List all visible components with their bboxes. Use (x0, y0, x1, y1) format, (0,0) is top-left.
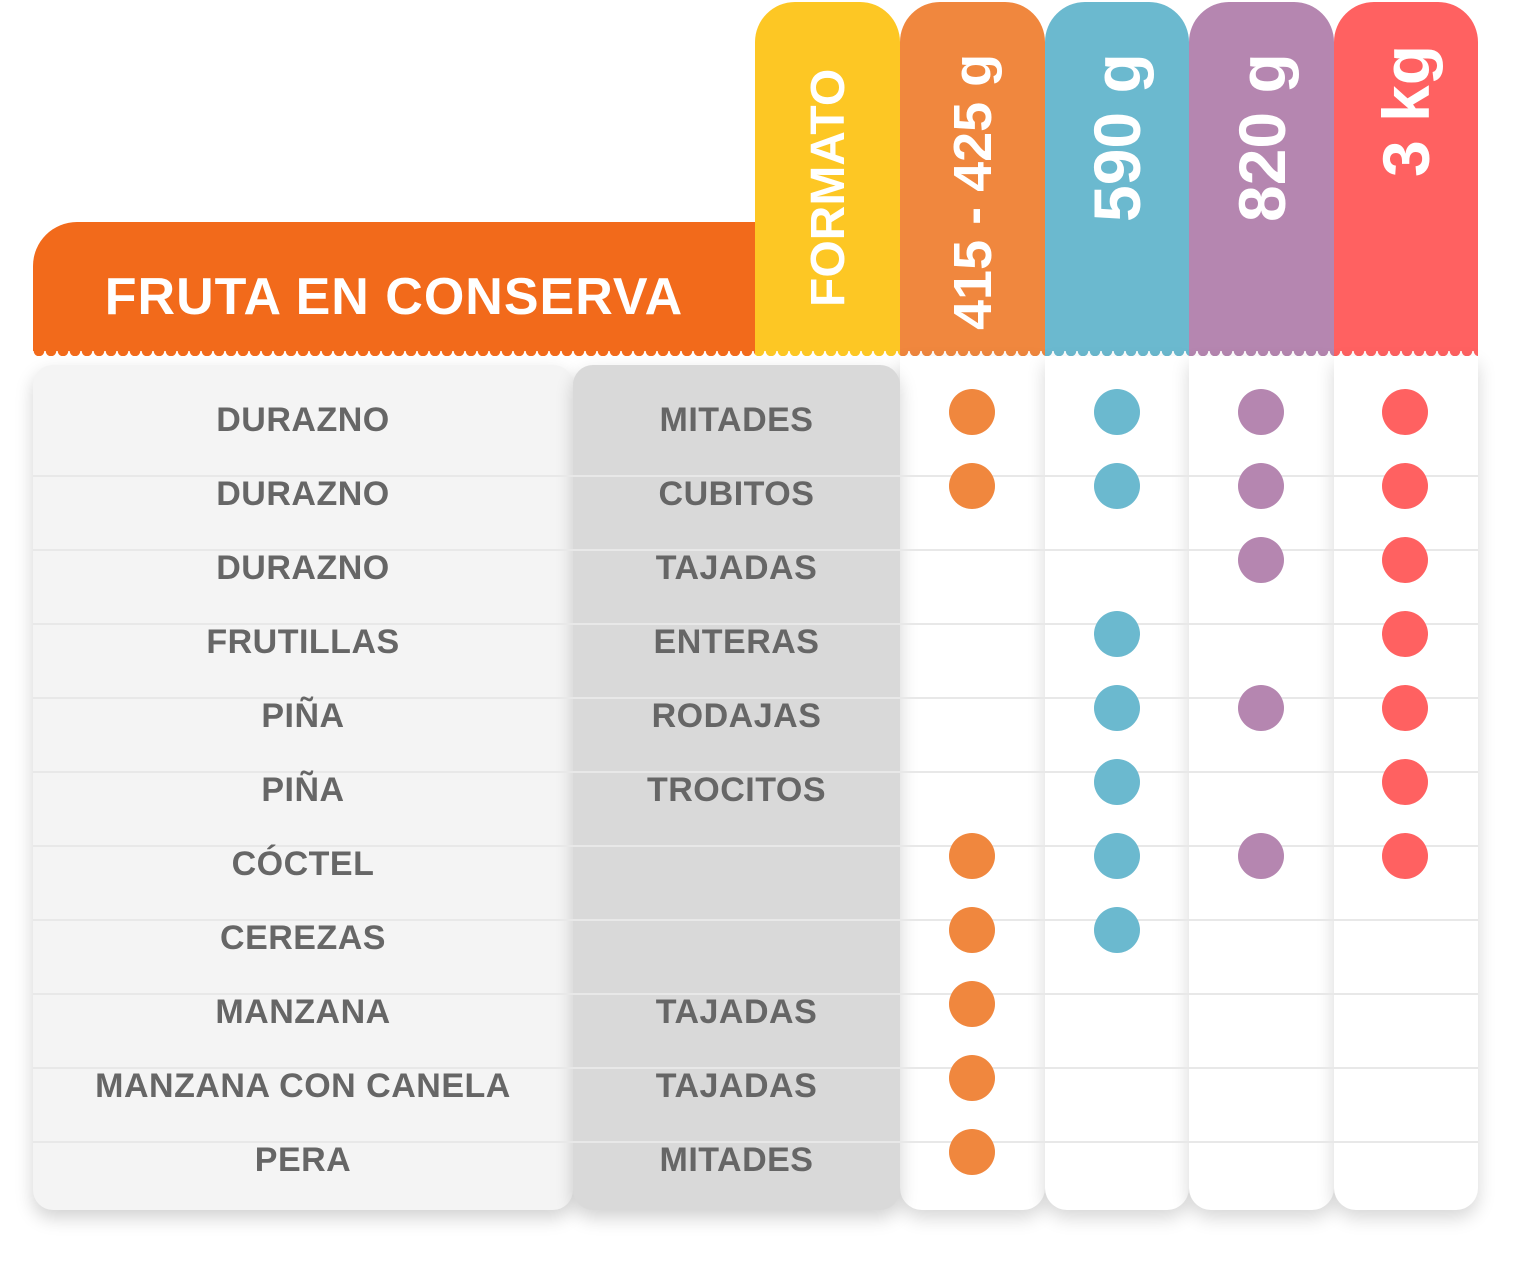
row-divider (33, 623, 1478, 625)
availability-dot (949, 833, 995, 879)
row-divider (33, 845, 1478, 847)
availability-dot (1382, 537, 1428, 583)
product-name: CÓCTEL (231, 844, 375, 883)
product-panel (33, 365, 573, 1210)
product-format: TAJADAS (655, 548, 818, 587)
availability-dot (949, 1055, 995, 1101)
product-format: TAJADAS (655, 1066, 818, 1105)
row-divider (33, 549, 1478, 551)
header-size-label: 3 kg (1369, 44, 1443, 177)
header-size-590: 590 g (1045, 2, 1189, 356)
product-name: DURAZNO (216, 474, 390, 513)
availability-dot (1094, 759, 1140, 805)
row-divider (33, 697, 1478, 699)
product-format: TAJADAS (655, 992, 818, 1031)
availability-dot (1238, 833, 1284, 879)
availability-dot (949, 981, 995, 1027)
product-name: MANZANA CON CANELA (95, 1066, 511, 1105)
availability-dot (1382, 463, 1428, 509)
header-size-820: 820 g (1189, 2, 1334, 356)
availability-dot (949, 389, 995, 435)
header-size-label: 415 - 425 g (942, 53, 1003, 330)
header-formato: FORMATO (755, 2, 900, 356)
product-name: CEREZAS (220, 918, 386, 957)
availability-dot (1382, 685, 1428, 731)
availability-dot (1238, 389, 1284, 435)
availability-dot (1382, 833, 1428, 879)
row-divider (33, 1141, 1478, 1143)
product-name: DURAZNO (216, 400, 390, 439)
product-name: FRUTILLAS (206, 622, 400, 661)
availability-dot (1382, 611, 1428, 657)
availability-dot (1094, 833, 1140, 879)
header-size-415: 415 - 425 g (900, 2, 1045, 356)
availability-dot (1094, 685, 1140, 731)
availability-dot (1094, 463, 1140, 509)
product-format: MITADES (659, 400, 814, 439)
header-size-label: 820 g (1224, 53, 1299, 222)
availability-dot (949, 463, 995, 509)
product-format: ENTERAS (653, 622, 820, 661)
table-title: FRUTA EN CONSERVA (33, 222, 755, 356)
row-divider (33, 1067, 1478, 1069)
product-format: RODAJAS (651, 696, 822, 735)
row-divider (33, 771, 1478, 773)
availability-dot (1238, 463, 1284, 509)
product-name: MANZANA (215, 992, 391, 1031)
availability-dot (1238, 685, 1284, 731)
header-size-label: 590 g (1080, 53, 1154, 222)
availability-dot (1094, 611, 1140, 657)
row-divider (33, 919, 1478, 921)
format-panel (573, 365, 900, 1210)
product-name: PERA (254, 1140, 352, 1179)
availability-dot (949, 1129, 995, 1175)
availability-dot (1094, 389, 1140, 435)
product-format (573, 901, 900, 975)
row-divider (33, 475, 1478, 477)
availability-dot (1382, 759, 1428, 805)
header-formato-label: FORMATO (801, 68, 855, 307)
product-name: PIÑA (261, 696, 345, 735)
product-format: TROCITOS (646, 770, 827, 809)
product-name: DURAZNO (216, 548, 390, 587)
table-title-text: FRUTA EN CONSERVA (104, 268, 684, 326)
product-name: PIÑA (261, 770, 345, 809)
availability-dot (1382, 389, 1428, 435)
product-format (573, 827, 900, 901)
availability-dot (1094, 907, 1140, 953)
availability-dot (1238, 537, 1284, 583)
product-format: MITADES (659, 1140, 814, 1179)
row-divider (33, 993, 1478, 995)
availability-dot (949, 907, 995, 953)
product-format: CUBITOS (658, 474, 815, 513)
header-size-3kg: 3 kg (1334, 2, 1478, 356)
